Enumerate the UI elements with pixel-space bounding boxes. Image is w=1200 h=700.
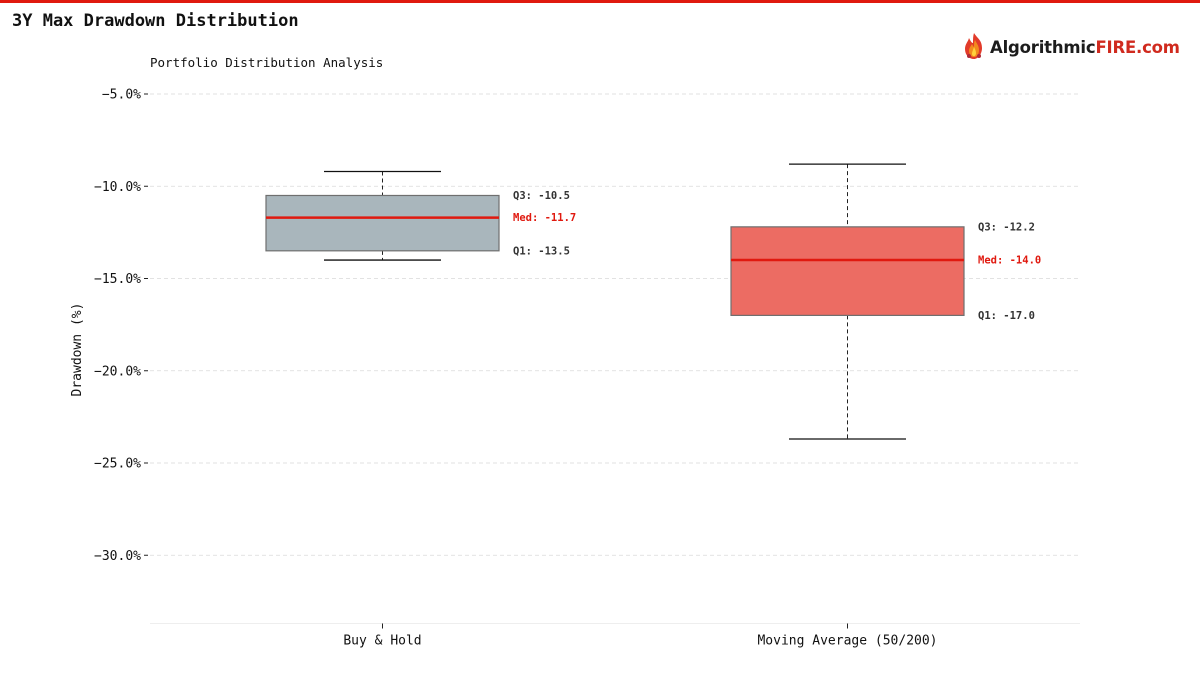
- y-tick-label: −15.0%: [94, 272, 141, 287]
- grid-lines: [150, 93, 1080, 556]
- y-axis-label: Drawdown (%): [70, 303, 85, 397]
- y-tick-label: −30.0%: [94, 549, 141, 564]
- page-title: 3Y Max Drawdown Distribution: [12, 11, 299, 31]
- brand-logo: AlgorithmicFIRE.com: [960, 30, 1190, 64]
- axes: −5.0% −10.0% −15.0% −20.0% −25.0% −30.0% Drawd…: [70, 88, 1080, 649]
- flame-logo-icon: [965, 33, 982, 59]
- y-tick-label: −20.0%: [94, 364, 141, 379]
- q1-label: Q1: -17.0: [978, 310, 1035, 322]
- x-tick-label: Buy & Hold: [343, 634, 421, 649]
- q3-label: Q3: -10.5: [513, 190, 570, 202]
- y-tick-label: −25.0%: [94, 457, 141, 472]
- annotations: Q3: -10.5 Med: -11.7 Q1: -13.5 Q3: -12.2 Med…: [513, 190, 1041, 322]
- chart-subtitle: Portfolio Distribution Analysis: [150, 55, 384, 70]
- q3-label: Q3: -12.2: [978, 221, 1035, 233]
- brand-text-red: FIRE.com: [1095, 37, 1180, 57]
- x-tick-label: Moving Average (50/200): [757, 634, 937, 649]
- q1-label: Q1: -13.5: [513, 245, 570, 257]
- median-label: Med: -14.0: [978, 255, 1041, 267]
- iqr-box: [265, 194, 500, 252]
- brand-text-dark: Algorithmic: [990, 37, 1096, 57]
- median-label: Med: -11.7: [513, 212, 576, 224]
- box-group: [730, 163, 965, 440]
- box-group: [265, 170, 500, 261]
- y-tick-label: −5.0%: [102, 88, 141, 103]
- y-tick-label: −10.0%: [94, 180, 141, 195]
- boxes: [265, 163, 965, 440]
- top-accent-bar: [0, 0, 1200, 3]
- iqr-box: [730, 226, 965, 316]
